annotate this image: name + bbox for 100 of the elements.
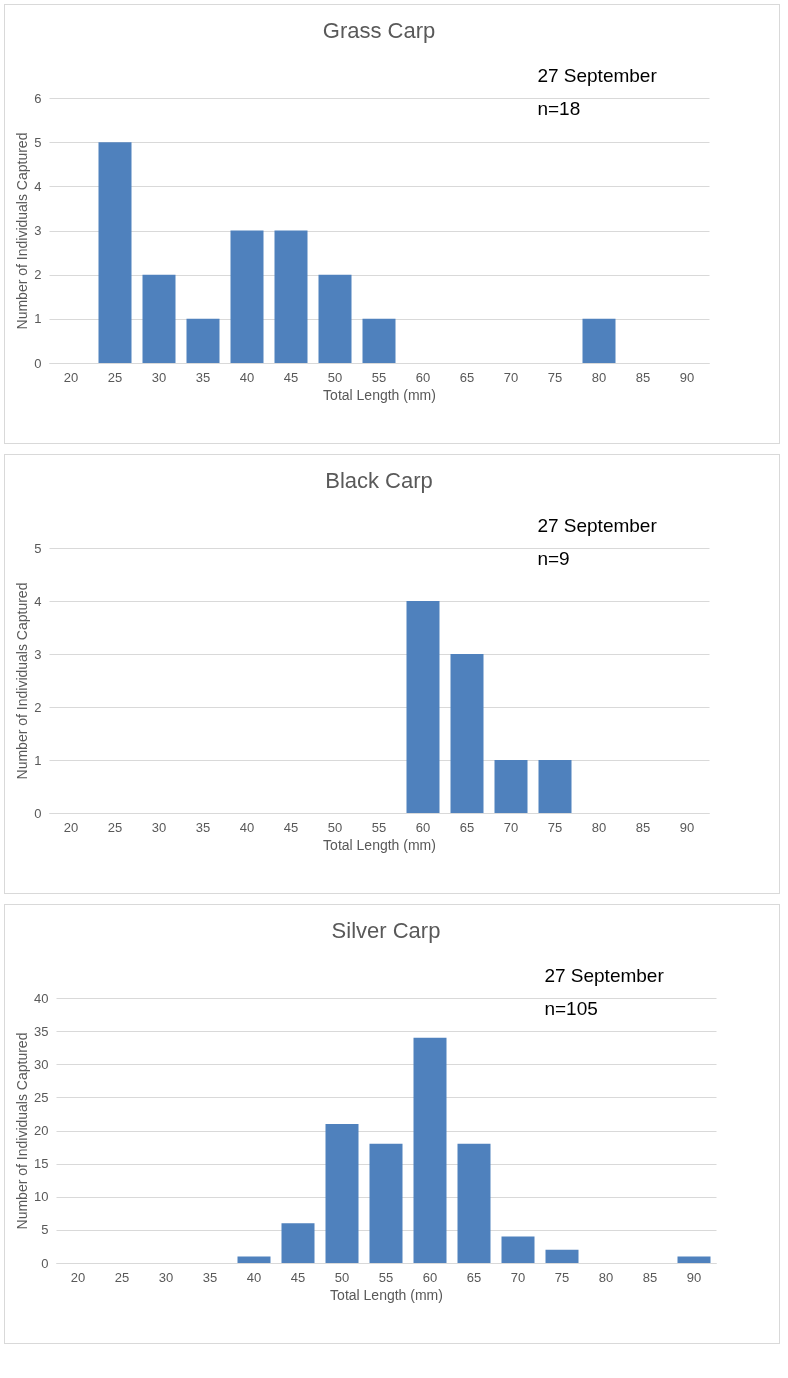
y-tick-label: 6	[34, 90, 42, 106]
bar	[501, 1236, 535, 1263]
x-tick-label: 60	[415, 369, 431, 385]
x-tick-label: 70	[503, 369, 519, 385]
x-tick-label: 75	[554, 1269, 570, 1285]
bar	[413, 1037, 447, 1263]
x-tick-label: 90	[686, 1269, 702, 1285]
y-tick-label: 5	[34, 134, 42, 150]
y-tick-label: 2	[34, 699, 42, 715]
x-tick-label: 55	[371, 819, 387, 835]
bar	[677, 1256, 711, 1263]
y-tick-label: 0	[34, 805, 42, 821]
y-tick-label: 5	[34, 540, 42, 556]
x-tick-label: 80	[591, 819, 607, 835]
bar	[325, 1123, 359, 1263]
text: 27 September	[537, 65, 658, 86]
bar	[318, 274, 352, 363]
x-tick-label: 35	[202, 1269, 218, 1285]
x-tick-label: 40	[239, 819, 255, 835]
y-tick-label: 4	[34, 593, 42, 609]
x-tick-label: 60	[422, 1269, 438, 1285]
y-tick-label: 35	[34, 1023, 49, 1039]
bar	[362, 318, 396, 363]
x-axis-title: Total Length (mm)	[323, 386, 436, 403]
x-tick-label: 45	[283, 819, 299, 835]
annotation: n=9	[537, 548, 570, 569]
x-tick-label: 30	[151, 819, 167, 835]
y-tick-label: 0	[34, 355, 42, 371]
bar	[98, 142, 132, 363]
y-tick-label: 3	[34, 646, 42, 662]
bar	[538, 760, 572, 813]
bar	[450, 654, 484, 813]
bar	[406, 601, 440, 813]
bar	[457, 1143, 491, 1263]
text: 27 September	[544, 965, 665, 986]
x-tick-label: 50	[327, 819, 343, 835]
x-tick-label: 80	[591, 369, 607, 385]
bar	[230, 230, 264, 363]
x-tick-label: 30	[158, 1269, 174, 1285]
annotation: n=18	[537, 98, 581, 119]
y-tick-label: 30	[34, 1056, 49, 1072]
y-tick-label: 4	[34, 178, 42, 194]
y-tick-label: 2	[34, 267, 42, 283]
x-tick-label: 50	[327, 369, 343, 385]
x-tick-label: 35	[195, 369, 211, 385]
x-tick-label: 75	[547, 369, 563, 385]
bar	[494, 760, 528, 813]
x-tick-label: 20	[63, 819, 79, 835]
x-tick-label: 80	[598, 1269, 614, 1285]
bar	[582, 318, 616, 363]
x-tick-label: 65	[466, 1269, 482, 1285]
text: 27 September	[537, 515, 658, 536]
x-axis-title: Total Length (mm)	[330, 1286, 443, 1303]
x-tick-label: 20	[63, 369, 79, 385]
x-tick-label: 25	[107, 819, 123, 835]
x-tick-label: 85	[635, 369, 651, 385]
x-tick-label: 75	[547, 819, 563, 835]
x-tick-label: 55	[371, 369, 387, 385]
chart-title: Black Carp	[325, 468, 433, 493]
x-tick-label: 85	[635, 819, 651, 835]
bar	[545, 1249, 579, 1263]
x-tick-label: 40	[239, 369, 255, 385]
annotation: n=105	[544, 998, 598, 1019]
x-tick-label: 60	[415, 819, 431, 835]
x-tick-label: 70	[503, 819, 519, 835]
x-tick-label: 45	[283, 369, 299, 385]
x-tick-label: 65	[459, 369, 475, 385]
chart-title: Grass Carp	[322, 18, 436, 43]
y-axis-title: Number of Individuals Captured	[14, 582, 31, 780]
x-tick-label: 70	[510, 1269, 526, 1285]
y-tick-label: 20	[34, 1123, 49, 1138]
x-tick-label: 25	[114, 1269, 130, 1285]
x-tick-label: 90	[679, 819, 695, 835]
x-tick-label: 85	[642, 1269, 658, 1285]
x-tick-label: 50	[334, 1269, 350, 1285]
x-tick-label: 40	[246, 1269, 262, 1285]
y-axis-title: Number of Individuals Captured	[14, 132, 31, 330]
x-tick-label: 90	[679, 369, 695, 385]
x-axis-title: Total Length (mm)	[323, 836, 436, 853]
y-tick-label: 0	[41, 1255, 49, 1271]
x-tick-label: 55	[378, 1269, 394, 1285]
bar	[274, 230, 308, 363]
x-tick-label: 30	[151, 369, 167, 385]
y-tick-label: 40	[34, 990, 49, 1006]
bar	[142, 274, 176, 363]
y-tick-label: 1	[34, 752, 42, 768]
x-tick-label: 65	[459, 819, 475, 835]
bar	[369, 1143, 403, 1263]
x-tick-label: 45	[290, 1269, 306, 1285]
bar	[281, 1223, 315, 1263]
y-tick-label: 3	[34, 223, 42, 238]
bar	[186, 318, 220, 363]
y-axis-title: Number of Individuals Captured	[14, 1032, 31, 1230]
y-tick-label: 15	[34, 1156, 49, 1172]
x-tick-label: 20	[70, 1269, 86, 1285]
y-tick-label: 1	[34, 311, 42, 327]
y-tick-label: 5	[41, 1222, 49, 1238]
chart-title: Silver Carp	[331, 918, 441, 943]
bar	[237, 1256, 271, 1263]
x-tick-label: 25	[107, 369, 123, 385]
